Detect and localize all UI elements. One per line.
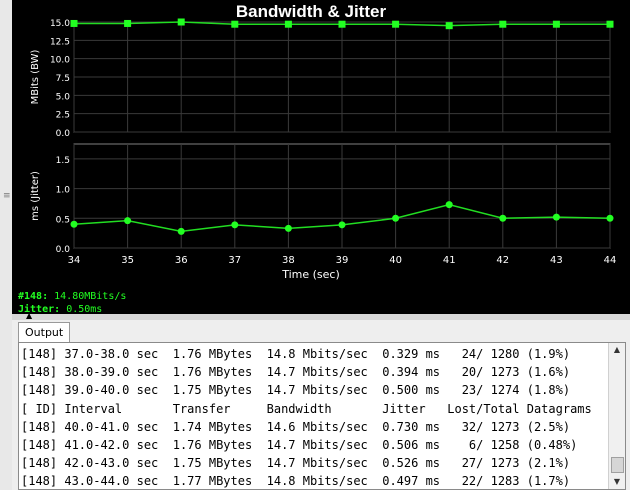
data-point <box>445 22 453 30</box>
chart-title: Bandwidth & Jitter <box>236 2 387 21</box>
y-tick-label: 1.0 <box>56 186 71 196</box>
y-tick-label: 0.0 <box>56 245 71 255</box>
output-line: [148] 41.0-42.0 sec 1.76 MBytes 14.7 Mbi… <box>21 438 578 453</box>
x-tick-label: 39 <box>336 255 349 266</box>
data-point <box>606 20 614 28</box>
y-tick-label: 5.0 <box>56 92 71 102</box>
data-point <box>445 201 453 209</box>
data-point <box>338 221 346 229</box>
y-tick-label: 12.5 <box>50 37 70 47</box>
data-point <box>231 221 239 229</box>
data-point <box>124 217 132 225</box>
x-tick-label: 41 <box>443 255 456 266</box>
scroll-up-icon[interactable]: ▲ <box>613 345 621 354</box>
output-line: [148] 42.0-43.0 sec 1.75 MBytes 14.7 Mbi… <box>21 456 571 471</box>
y-tick-label: 1.5 <box>56 156 70 166</box>
bandwidth-status-line: #148: 14.80MBits/s <box>18 291 126 302</box>
x-tick-label: 42 <box>496 255 509 266</box>
jitter-value: 0.50ms <box>66 304 103 315</box>
data-point <box>284 20 292 28</box>
data-point <box>606 214 614 222</box>
x-tick-label: 34 <box>68 255 81 266</box>
data-point <box>552 20 560 28</box>
x-tick-label: 37 <box>228 255 241 266</box>
bandwidth-jitter-graph: Bandwidth & Jitter Time (sec) 15.0 12.5 10… <box>12 0 630 318</box>
data-point <box>124 19 132 27</box>
x-tick-label: 38 <box>282 255 295 266</box>
output-line: [ ID] Interval Transfer Bandwidth Jitter… <box>21 401 592 416</box>
data-point <box>177 18 185 26</box>
data-point <box>499 20 507 28</box>
output-text-area[interactable]: [148] 37.0-38.0 sec 1.76 MBytes 14.8 Mbi… <box>18 342 626 490</box>
y-tick-label: 0.0 <box>56 129 71 139</box>
data-point <box>70 220 78 228</box>
resize-grip-icon[interactable]: ≡ <box>3 191 11 201</box>
output-lines: [148] 37.0-38.0 sec 1.76 MBytes 14.8 Mbi… <box>21 345 592 489</box>
data-point <box>231 20 239 28</box>
output-panel: Output [148] 37.0-38.0 sec 1.76 MBytes 1… <box>12 320 630 490</box>
data-point <box>70 19 78 27</box>
x-tick-label: 43 <box>550 255 563 266</box>
y-axis-label: MBits (BW) <box>30 50 41 105</box>
tab-output[interactable]: Output <box>18 322 71 342</box>
stream-id-label: #148: <box>18 291 49 302</box>
x-axis-label: Time (sec) <box>281 268 340 281</box>
data-point <box>499 214 507 222</box>
data-point <box>552 213 560 221</box>
scroll-thumb[interactable] <box>611 457 624 473</box>
y-axis-label: ms (Jitter) <box>30 171 41 221</box>
y-tick-label: 2.5 <box>56 111 70 121</box>
output-line: [148] 39.0-40.0 sec 1.75 MBytes 14.7 Mbi… <box>21 383 571 398</box>
y-tick-label: 15.0 <box>50 19 70 29</box>
output-line: [148] 37.0-38.0 sec 1.76 MBytes 14.8 Mbi… <box>21 347 571 361</box>
y-tick-label: 0.5 <box>56 215 70 225</box>
data-point <box>392 20 400 28</box>
x-tick-label: 40 <box>389 255 402 266</box>
jitter-label: Jitter: <box>18 304 61 315</box>
y-tick-label: 7.5 <box>56 74 70 84</box>
output-line: [148] 43.0-44.0 sec 1.77 MBytes 14.8 Mbi… <box>21 474 571 489</box>
scroll-down-icon[interactable]: ▼ <box>613 477 621 486</box>
bandwidth-value: 14.80MBits/s <box>54 291 127 302</box>
jitter-status-line: Jitter: 0.50ms <box>18 304 102 315</box>
y-tick-label: 10.0 <box>50 56 70 66</box>
chart-svg: Bandwidth & Jitter Time (sec) 15.0 12.5 10… <box>30 2 617 281</box>
output-line: [148] 38.0-39.0 sec 1.76 MBytes 14.7 Mbi… <box>21 365 571 380</box>
data-point <box>177 227 185 235</box>
x-tick-label: 36 <box>175 255 188 266</box>
data-point <box>338 20 346 28</box>
data-point <box>392 214 400 222</box>
data-point <box>284 224 292 232</box>
output-line: [148] 40.0-41.0 sec 1.74 MBytes 14.6 Mbi… <box>21 419 571 434</box>
x-tick-label: 44 <box>604 255 617 266</box>
x-tick-label: 35 <box>121 255 134 266</box>
vertical-scrollbar[interactable]: ▲ ▼ <box>608 343 625 489</box>
